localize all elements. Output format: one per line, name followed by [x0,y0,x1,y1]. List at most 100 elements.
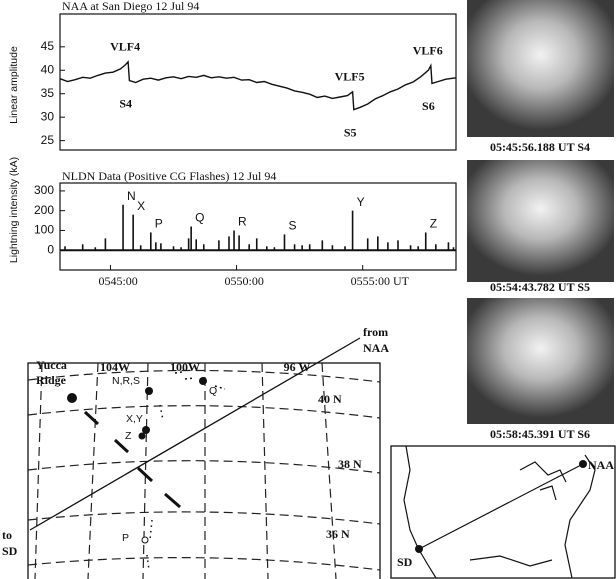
map: 104W 100W 96 W 40 N 38 N 36 N Yucca Ridg… [2,325,389,579]
x-tick-label: 0550:00 [225,274,264,288]
flash-bar [228,236,230,251]
amplitude-line [59,60,457,111]
flash-bar [139,245,142,251]
flash-bar [452,247,455,251]
lat-label: 40 N [318,392,342,406]
flash-bar [172,246,175,251]
site-marker [67,393,77,403]
flash-label: Z [125,430,132,442]
coastline [403,445,596,579]
annotation: S4 [119,96,132,110]
flash-dots [174,371,226,390]
lat-label: 38 N [338,457,362,471]
flash-bar [344,246,346,251]
flash-marker [141,536,149,544]
bottom-chart-title: NLDN Data (Positive CG Flashes) 12 Jul 9… [62,169,276,183]
flash-label: R [238,215,247,229]
inset-frame [390,445,616,579]
flash-bar [301,245,303,251]
flash-bar [150,232,152,251]
site-label: Yucca [36,358,67,372]
photo-caption: 05:45:56.188 UT S4 [490,140,590,154]
flash-bar [273,247,276,251]
photo-caption: 05:58:45.391 UT S6 [490,427,590,441]
x-tick-label: 0555:00 UT [351,274,410,288]
inset-map: NAA SD [390,445,616,579]
x-tick-label: 0545:00 [98,274,137,288]
y-tick-label: 200 [34,203,54,217]
flash-bar [187,238,190,251]
flash-bar [435,244,437,251]
track-dashes [83,410,181,509]
flash-label: X [137,199,145,213]
flash-bar [155,242,157,251]
flash-bar [417,246,419,251]
direction-label: NAA [363,341,389,355]
flash-bar [397,240,399,251]
flash-bar [233,230,235,251]
flash-bar [94,247,97,251]
flash-bar [238,235,240,251]
flash-bar [195,239,198,251]
flash-label: Y [357,195,365,209]
y-tick-label: 40 [41,62,55,76]
inset-path [418,463,584,550]
flash-bar [190,226,192,251]
flash-label: P [122,532,129,544]
flash-bar [366,238,369,251]
direction-label: from [363,325,388,339]
photo [467,0,614,137]
flash-bar [122,204,124,251]
flash-bar [248,244,250,251]
flash-marker [145,387,153,395]
annotation: VLF6 [413,43,443,57]
y-tick-label: 25 [41,133,55,147]
annotation: S6 [422,99,435,113]
flash-bar [132,214,134,251]
flash-bar [447,242,450,251]
meridians [34,362,337,579]
flash-bar [266,246,268,251]
flash-bar [81,244,84,251]
flash-marker [142,426,150,434]
station-marker [415,545,423,553]
flash-bar [104,238,107,251]
top-y-label: Linear amplitude [8,46,20,124]
flash-bar [308,244,311,251]
flash-bar [283,234,286,251]
flash-bar [377,236,379,251]
flash-bar [218,240,220,251]
flash-bar [351,210,354,251]
photo [467,160,614,282]
flash-label: P [155,217,163,231]
flash-bar [202,244,205,251]
y-tick-label: 0 [47,242,54,256]
flash-bar [180,247,182,251]
flash-bar [255,238,258,251]
y-tick-label: 45 [41,39,55,53]
flash-label: N [127,189,136,203]
bottom-y-label: Lightning intensity (kA) [8,157,20,263]
station-label: NAA [588,458,614,472]
y-tick-label: 35 [41,86,55,100]
station-marker [579,460,587,468]
flash-bar [387,242,389,251]
flash-label: X,Y [126,413,143,425]
parallels [27,369,381,571]
flash-label: S [288,219,296,233]
site-label: Ridge [36,373,67,387]
y-tick-label: 30 [41,109,55,123]
flash-bar [160,243,162,251]
flash-bar [321,240,324,251]
direction-label: to [2,528,12,542]
top-chart-title: NAA at San Diego 12 Jul 94 [62,0,199,13]
photo-caption: 05:54:43.782 UT S5 [490,280,590,294]
flash-bar [293,244,296,251]
flash-dots [146,404,164,571]
flash-bar [424,232,427,251]
flash-label: N,R,S [112,375,140,387]
lon-label: 96 W [284,360,311,374]
